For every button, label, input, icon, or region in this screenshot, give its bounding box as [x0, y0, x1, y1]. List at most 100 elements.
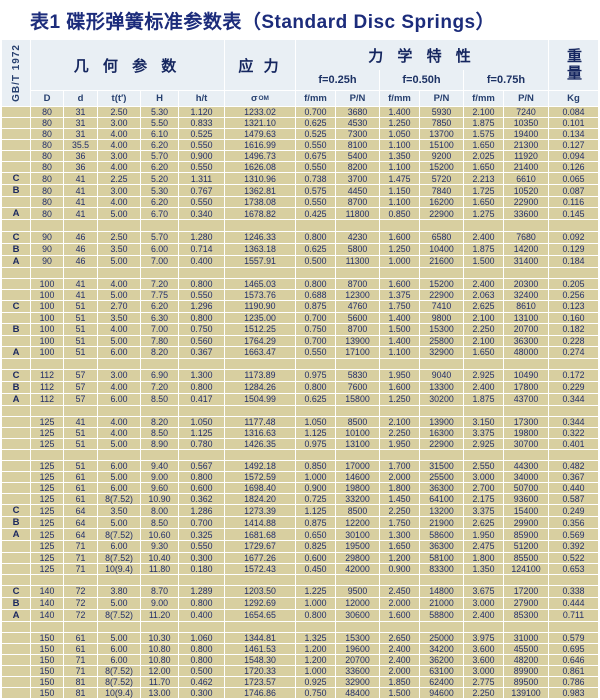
- cell: 1572.43: [225, 563, 295, 574]
- cell: 9800: [420, 312, 463, 323]
- cell: 100: [31, 278, 63, 289]
- cell: 6.00: [98, 483, 140, 494]
- cell: 36: [64, 162, 97, 173]
- cell: 2.650: [380, 632, 419, 643]
- cell: 1235.00: [225, 312, 295, 323]
- cell: 0.300: [179, 552, 224, 563]
- row-mark-cell: A: [2, 346, 30, 358]
- cell: 1.225: [296, 585, 335, 597]
- cell: 1.800: [464, 552, 503, 563]
- cell: 7300: [336, 129, 379, 140]
- cell: 2.400: [380, 643, 419, 654]
- cell: 0.700: [296, 312, 335, 323]
- cell: 21000: [420, 597, 463, 609]
- cell: 46: [64, 255, 97, 267]
- cell: 124100: [504, 563, 548, 574]
- row-mark-cell: [2, 220, 30, 231]
- table-row: A 140 72 8(7.52) 11.20 0.400 1654.65 0.800 30600…: [2, 609, 598, 621]
- cell: 1233.02: [225, 107, 295, 118]
- cell: 21600: [420, 255, 463, 267]
- cell: [31, 574, 63, 585]
- cell: 2.250: [380, 428, 419, 439]
- cell: 0.600: [296, 552, 335, 563]
- cell: 5.20: [141, 173, 178, 185]
- cell: [420, 267, 463, 278]
- cell: 0.579: [549, 632, 598, 643]
- cell: 1.400: [380, 335, 419, 346]
- cell: 0.800: [296, 381, 335, 393]
- cell: 5.00: [98, 289, 140, 300]
- cell: 150: [31, 677, 63, 688]
- cell: 83300: [420, 563, 463, 574]
- cell: 0.126: [549, 162, 598, 173]
- cell: 1.800: [380, 483, 419, 494]
- cell: 1.060: [179, 632, 224, 643]
- cell: 0.800: [179, 381, 224, 393]
- cell: 4.00: [98, 278, 140, 289]
- cell: 1.500: [380, 688, 419, 699]
- cell: 0.567: [179, 461, 224, 472]
- row-mark-cell: C: [2, 300, 30, 312]
- cell: 5930: [420, 107, 463, 118]
- table-body: 80 31 2.50 5.30 1.120 1233.02 0.700 3680 1.400 59…: [2, 106, 598, 699]
- cell: 0.522: [549, 552, 598, 563]
- cell: 19600: [336, 643, 379, 654]
- cell: 0.975: [296, 439, 335, 450]
- cell: 72: [64, 597, 97, 609]
- row-mark-cell: [2, 405, 30, 416]
- cell: 1723.57: [225, 677, 295, 688]
- cell: 10.30: [141, 632, 178, 643]
- cell: [549, 621, 598, 632]
- cell: 8700: [336, 323, 379, 335]
- cell: [504, 450, 548, 461]
- cell: 1548.30: [225, 654, 295, 665]
- cell: 11800: [336, 208, 379, 220]
- cell: 0.650: [296, 529, 335, 541]
- cell: 46: [64, 243, 97, 255]
- cell: 72: [64, 609, 97, 621]
- table-row: 80 35.5 4.00 6.20 0.550 1616.99 0.550 8100 1.100…: [2, 140, 598, 151]
- cell: 8(7.52): [98, 609, 140, 621]
- cell: 25800: [420, 335, 463, 346]
- cell: 0.825: [296, 541, 335, 552]
- cell: 5.00: [98, 517, 140, 529]
- cell: 27900: [504, 597, 548, 609]
- cell: [179, 358, 224, 369]
- cell: 0.134: [549, 129, 598, 140]
- cell: [549, 450, 598, 461]
- table-row: A 80 41 5.00 6.70 0.340 1678.82 0.425 11800 0.850…: [2, 208, 598, 220]
- cell: 51: [64, 461, 97, 472]
- cell: 1.950: [380, 369, 419, 381]
- cell: 0.367: [549, 472, 598, 483]
- cell: 5.00: [98, 472, 140, 483]
- cell: 36300: [504, 335, 548, 346]
- cell: 6.00: [98, 461, 140, 472]
- cell: 22900: [420, 208, 463, 220]
- cell: 8700: [336, 197, 379, 208]
- cell: 0.525: [296, 129, 335, 140]
- cell: 16300: [420, 428, 463, 439]
- cell: 1.200: [296, 643, 335, 654]
- cell: 12200: [336, 517, 379, 529]
- cell: 61: [64, 472, 97, 483]
- cell: 6.00: [98, 541, 140, 552]
- cell: 0.900: [296, 483, 335, 494]
- cell: 9.30: [141, 541, 178, 552]
- cell: 1681.68: [225, 529, 295, 541]
- cell: [296, 405, 335, 416]
- cell: 8200: [336, 162, 379, 173]
- col-label-sigma: σ OM: [225, 91, 295, 106]
- row-mark-cell: [2, 118, 30, 129]
- cell: 4450: [336, 185, 379, 197]
- table-row: 125 51 4.00 8.50 1.125 1316.63 1.125 10100 2.250…: [2, 428, 598, 439]
- cell: 125: [31, 472, 63, 483]
- col-label-f3: f/mm: [464, 91, 503, 106]
- cell: [64, 267, 97, 278]
- cell: 0.700: [179, 517, 224, 529]
- row-mark-cell: [2, 267, 30, 278]
- cell: 9.40: [141, 461, 178, 472]
- cell: 33200: [336, 494, 379, 505]
- cell: [296, 574, 335, 585]
- cell: 11.20: [141, 609, 178, 621]
- cell: 30200: [420, 393, 463, 405]
